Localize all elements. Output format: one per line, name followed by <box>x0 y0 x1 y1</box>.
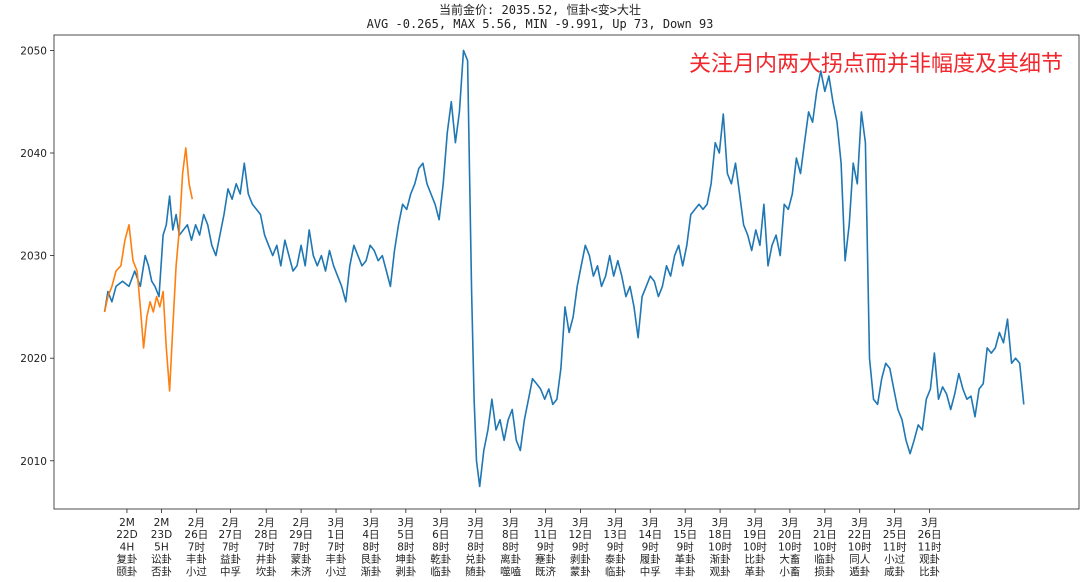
x-tick-label: 3月 22日 10时同人遁卦 <box>848 517 872 578</box>
x-tick-label: 3月 18日 10时渐卦观卦 <box>708 517 732 578</box>
x-tick-label: 3月 15日 9时革卦丰卦 <box>673 517 697 578</box>
plot-series <box>103 49 1025 488</box>
x-tick-label: 3月 1日 7时丰卦小过 <box>326 517 347 578</box>
x-tick-label: 3月 5日 8时坤卦剥卦 <box>395 517 416 578</box>
x-tick-label: 2月 27日 7时益卦中孚 <box>219 517 243 578</box>
x-tick-label: 3月 4日 8时艮卦渐卦 <box>360 517 381 578</box>
chart-subtitle: AVG -0.265, MAX 5.56, MIN -9.991, Up 73,… <box>367 17 714 31</box>
y-tick-label: 2040 <box>20 148 47 160</box>
x-tick-label: 3月 19日 10时比卦革卦 <box>743 517 767 578</box>
x-tick-label: 2月 26日 7时丰卦小过 <box>184 517 208 578</box>
x-tick-label: 3月 11日 9时蹇卦既济 <box>534 517 558 578</box>
x-tick-label: 2月 28日 7时井卦坎卦 <box>254 517 278 578</box>
y-tick-label: 2010 <box>20 456 47 468</box>
chart-annotation: 关注月内两大拐点而并非幅度及其细节 <box>689 52 1063 77</box>
x-tick-label: 2M 22D 4H 复卦颐卦 <box>116 517 137 578</box>
y-tick-label: 2030 <box>20 251 47 263</box>
y-tick-label: 2020 <box>20 353 47 365</box>
y-axis: 2010 2020 2030 2040 2050 <box>20 45 54 468</box>
x-tick-label: 3月 8日 8时离卦噬嗑 <box>500 517 521 578</box>
x-tick-label: 2月 29日 7时蒙卦未济 <box>289 517 313 578</box>
x-tick-label: 3月 25日 11时小过咸卦 <box>883 517 907 578</box>
x-tick-label: 3月 13日 9时泰卦临卦 <box>603 517 627 578</box>
x-tick-label: 3月 20日 10时大畜小畜 <box>778 517 802 578</box>
chart-title: 当前金价: 2035.52, 恒卦<变>大壮 <box>439 2 641 17</box>
x-axis: 2M 22D 4H 复卦颐卦 2M 23D 5H 讼卦否卦 2月 26日 7时丰卦小过 2月 27日 7时… <box>116 509 942 578</box>
x-tick-label: 3月 14日 9时履卦中孚 <box>638 517 662 578</box>
plot-frame <box>53 34 1080 510</box>
x-tick-label: 3月 26日 11时观卦比卦 <box>918 517 942 578</box>
x-tick-label: 3月 12日 9时剥卦蒙卦 <box>568 517 592 578</box>
y-tick-label: 2050 <box>20 45 47 57</box>
series-line-2 <box>103 147 194 392</box>
series-line-1 <box>103 49 1025 488</box>
x-tick-label: 2M 23D 5H 讼卦否卦 <box>151 517 172 578</box>
x-tick-label: 3月 7日 8时兑卦随卦 <box>465 517 486 578</box>
x-tick-label: 3月 6日 8时乾卦临卦 <box>430 517 451 578</box>
x-tick-label: 3月 21日 10时临卦损卦 <box>813 517 837 578</box>
